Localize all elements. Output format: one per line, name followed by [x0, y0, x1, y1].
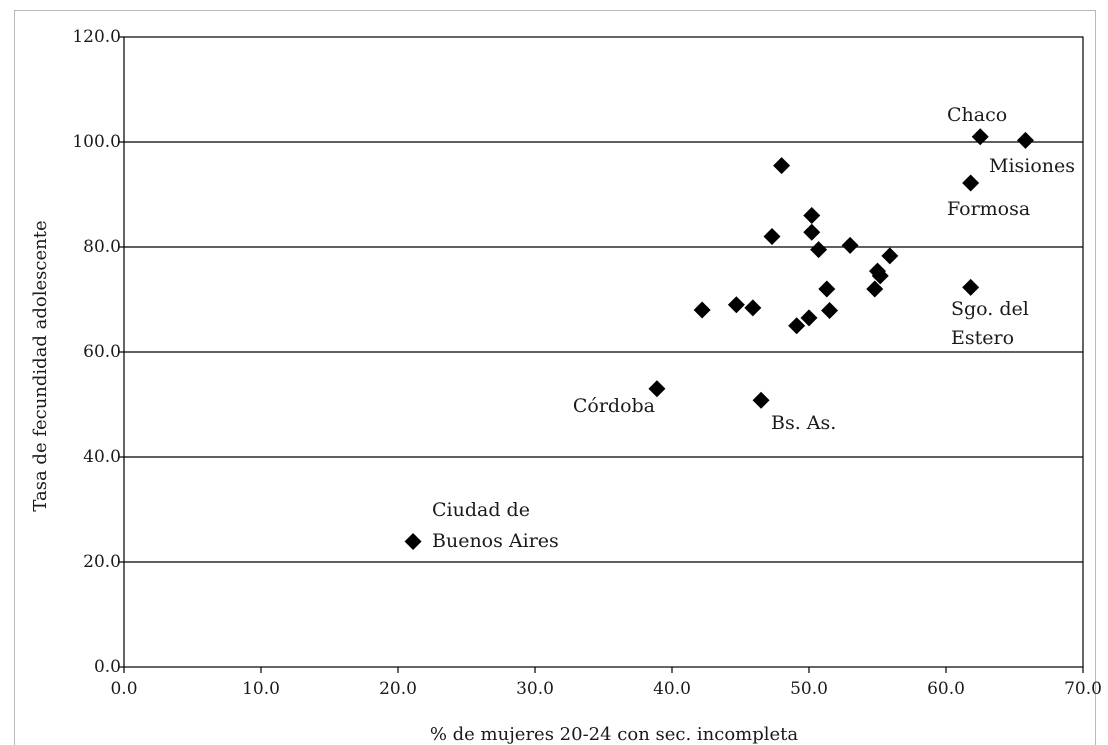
x-tick-label: 50.0: [790, 679, 828, 699]
y-tick-label: 40.0: [83, 447, 121, 467]
data-point: [752, 391, 770, 409]
data-point: [962, 278, 980, 296]
data-point: [803, 207, 821, 224]
annotation-caba: Buenos Aires: [432, 530, 559, 552]
data-point: [866, 280, 884, 298]
data-point: [810, 241, 828, 259]
y-tick-label: 20.0: [83, 552, 121, 572]
point-annotations: Chaco Misiones Formosa Sgo. del Estero Córdob…: [432, 104, 1075, 552]
annotation-caba: Ciudad de: [432, 499, 530, 521]
x-axis-label: % de mujeres 20-24 con sec. incompleta: [430, 724, 799, 745]
y-tick-label: 100.0: [72, 132, 121, 152]
data-point: [803, 223, 821, 241]
data-point: [821, 302, 839, 320]
annotation-sgo: Estero: [951, 327, 1014, 349]
y-tick-label: 120.0: [72, 27, 121, 47]
annotation-bsas: Bs. As.: [771, 412, 836, 434]
data-point: [788, 317, 806, 335]
data-point: [727, 296, 745, 314]
data-point: [744, 299, 762, 317]
data-point: [693, 301, 711, 319]
y-axis-label: Tasa de fecundidad adolescente: [30, 220, 51, 511]
y-tick-label: 60.0: [83, 342, 121, 362]
y-axis-ticks: 0.0 20.0 40.0 60.0 80.0 100.0 120.0: [72, 27, 124, 677]
annotation-sgo: Sgo. del: [951, 298, 1029, 320]
annotation-cordoba: Córdoba: [573, 395, 655, 417]
data-point: [763, 228, 781, 245]
x-tick-label: 10.0: [242, 679, 280, 699]
data-point: [871, 267, 889, 285]
data-point: [962, 174, 980, 192]
gridlines: [124, 141, 1083, 563]
data-point: [404, 533, 422, 551]
x-tick-label: 60.0: [927, 679, 965, 699]
annotation-chaco: Chaco: [947, 104, 1007, 126]
x-tick-label: 40.0: [653, 679, 691, 699]
x-tick-label: 0.0: [110, 679, 137, 699]
x-axis-ticks: 0.0 10.0 20.0 30.0 40.0 50.0 60.0 70.0: [110, 667, 1102, 699]
data-point: [773, 157, 791, 175]
x-tick-label: 30.0: [516, 679, 554, 699]
data-point: [971, 128, 989, 146]
data-point: [881, 247, 899, 265]
data-point: [648, 380, 666, 398]
data-point: [841, 236, 859, 254]
data-point: [818, 280, 836, 298]
y-tick-label: 0.0: [94, 657, 121, 677]
annotation-misiones: Misiones: [989, 155, 1075, 177]
data-points: [404, 128, 1034, 551]
x-tick-label: 70.0: [1064, 679, 1102, 699]
annotation-formosa: Formosa: [947, 198, 1030, 220]
data-point: [1016, 131, 1034, 149]
y-tick-label: 80.0: [83, 237, 121, 257]
x-tick-label: 20.0: [379, 679, 417, 699]
chart-frame: [14, 10, 1096, 745]
data-point: [800, 309, 818, 327]
